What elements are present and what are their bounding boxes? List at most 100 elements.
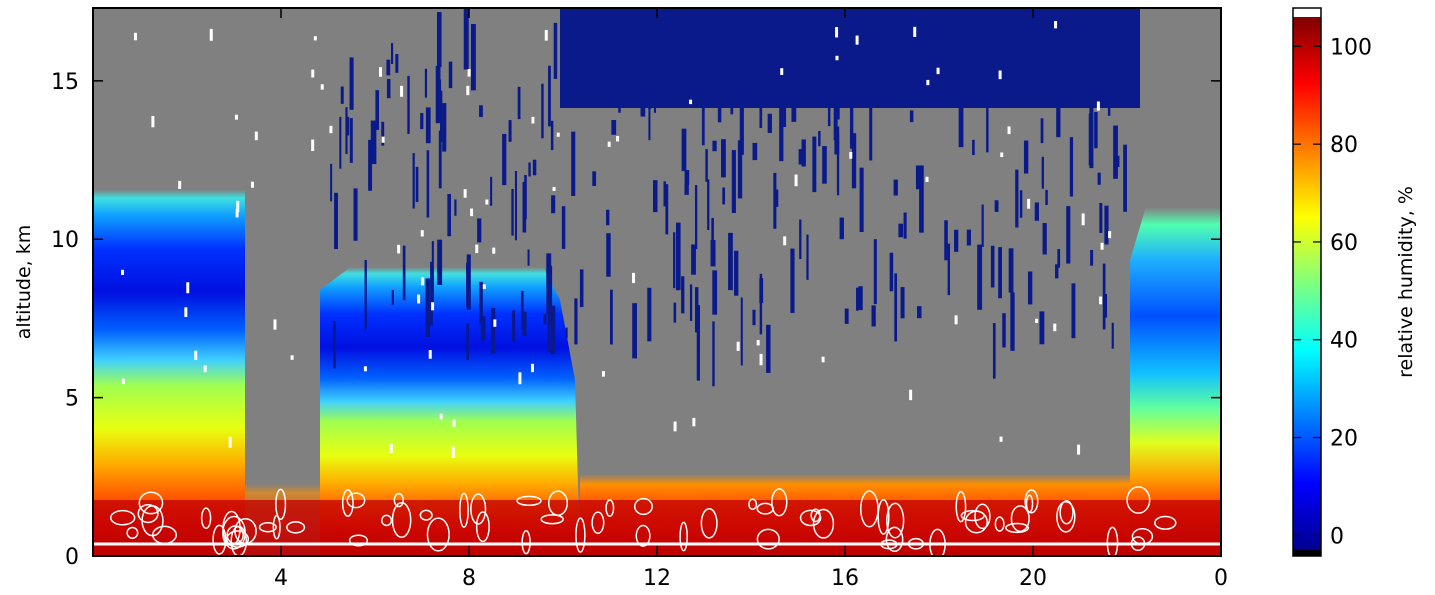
dry-streak	[994, 65, 998, 96]
dry-streak	[1066, 206, 1071, 264]
data-gap-dot	[329, 125, 333, 134]
dry-streak	[541, 83, 544, 139]
colorbar-tick-label: 60	[1330, 231, 1358, 256]
dry-streak	[798, 149, 804, 165]
dry-streak	[407, 75, 410, 134]
dry-streak	[697, 305, 700, 355]
dry-streak	[954, 229, 959, 252]
dry-streak	[1039, 311, 1045, 345]
data-gap-dot	[530, 363, 534, 373]
data-gap-dot	[1096, 101, 1100, 111]
data-gap-dot	[467, 69, 471, 77]
cloud-contour	[886, 502, 905, 539]
dry-streak	[339, 116, 342, 169]
dry-streak	[370, 120, 376, 152]
y-axis-label: altitude, km	[13, 225, 35, 339]
dry-streak	[717, 88, 722, 123]
data-gap-dot	[925, 176, 929, 183]
cloud-contour	[960, 509, 985, 522]
heatmap-area	[93, 8, 1221, 556]
dry-streak	[917, 306, 922, 319]
data-gap-dot	[363, 366, 367, 372]
dry-streak	[859, 167, 864, 233]
dry-streak	[962, 51, 965, 72]
x-tick-label: 4	[274, 566, 288, 591]
cloud-contour	[380, 514, 393, 527]
cloud-contour	[885, 526, 904, 553]
dry-streak	[1090, 249, 1094, 266]
data-gap-dot	[736, 341, 740, 351]
dry-streak	[712, 140, 717, 152]
data-gap-dot	[451, 446, 455, 459]
dry-streak	[522, 181, 527, 233]
dry-streak	[894, 273, 898, 342]
dry-streak	[340, 86, 344, 104]
dry-streak	[448, 61, 453, 89]
data-gap-dot	[463, 189, 467, 198]
dry-streak	[1099, 41, 1105, 81]
cloud-contour	[974, 503, 991, 530]
dry-streak	[966, 229, 971, 246]
dry-streak	[1113, 125, 1118, 179]
dry-streak	[889, 252, 894, 292]
dry-streak	[454, 199, 457, 216]
dry-streak	[873, 239, 877, 305]
dry-streak	[634, 36, 637, 79]
data-gap-dot	[250, 181, 254, 188]
dry-streak	[1040, 118, 1044, 144]
dry-streak	[381, 121, 385, 146]
dry-streak	[865, 8, 870, 32]
cloud-contour	[126, 526, 139, 539]
data-gap-dot	[780, 68, 784, 75]
dry-streak	[514, 171, 517, 241]
dry-streak	[561, 206, 566, 249]
dry-streak	[836, 134, 840, 196]
dry-streak	[592, 171, 597, 187]
data-gap-dot	[290, 355, 294, 360]
data-gap-dot	[482, 284, 486, 290]
dry-streak	[947, 243, 951, 296]
cloud-contour	[1025, 494, 1034, 513]
dry-streak	[402, 245, 406, 301]
cloud-contour	[964, 510, 988, 534]
cloud-contour	[346, 492, 366, 509]
dry-streak	[858, 286, 863, 311]
humidity-region-center-left	[320, 220, 580, 556]
dry-streak	[345, 116, 350, 136]
dry-streak	[893, 179, 898, 196]
dry-streak	[812, 136, 817, 193]
dry-streak	[673, 302, 677, 323]
dry-streak	[1038, 23, 1042, 74]
dry-streak	[972, 139, 975, 156]
cloud-contour	[226, 530, 250, 548]
data-gap-dot	[203, 365, 207, 373]
dry-streak	[1019, 190, 1023, 218]
dry-streak	[436, 12, 442, 67]
data-gap-dot	[470, 208, 474, 217]
data-gap-dot	[1054, 21, 1058, 29]
cloud-contour	[212, 524, 227, 555]
dry-streak	[1107, 34, 1111, 95]
dry-streak	[412, 153, 415, 209]
y-axis: 0 5 10 15	[51, 70, 1221, 570]
dry-streak	[608, 13, 614, 40]
dry-streak	[898, 223, 904, 238]
dry-streak	[606, 233, 611, 277]
dry-streak	[684, 183, 689, 195]
cloud-contour	[1005, 522, 1030, 534]
dry-streak	[775, 189, 779, 207]
dry-streak	[1009, 17, 1015, 30]
dry-streak	[806, 53, 811, 105]
dry-streak	[752, 309, 756, 326]
dry-streak	[1113, 9, 1118, 26]
data-gap-dot	[544, 29, 548, 41]
data-gap-dot	[151, 115, 155, 128]
data-gap-dot	[178, 180, 182, 189]
dry-streak	[564, 47, 567, 65]
dry-streak	[722, 187, 726, 205]
dry-streak	[1123, 144, 1127, 212]
colorbar-tick-label: 40	[1330, 329, 1358, 354]
cloud-contour	[756, 528, 780, 550]
dry-streak	[715, 10, 721, 32]
dry-streak	[353, 188, 358, 241]
